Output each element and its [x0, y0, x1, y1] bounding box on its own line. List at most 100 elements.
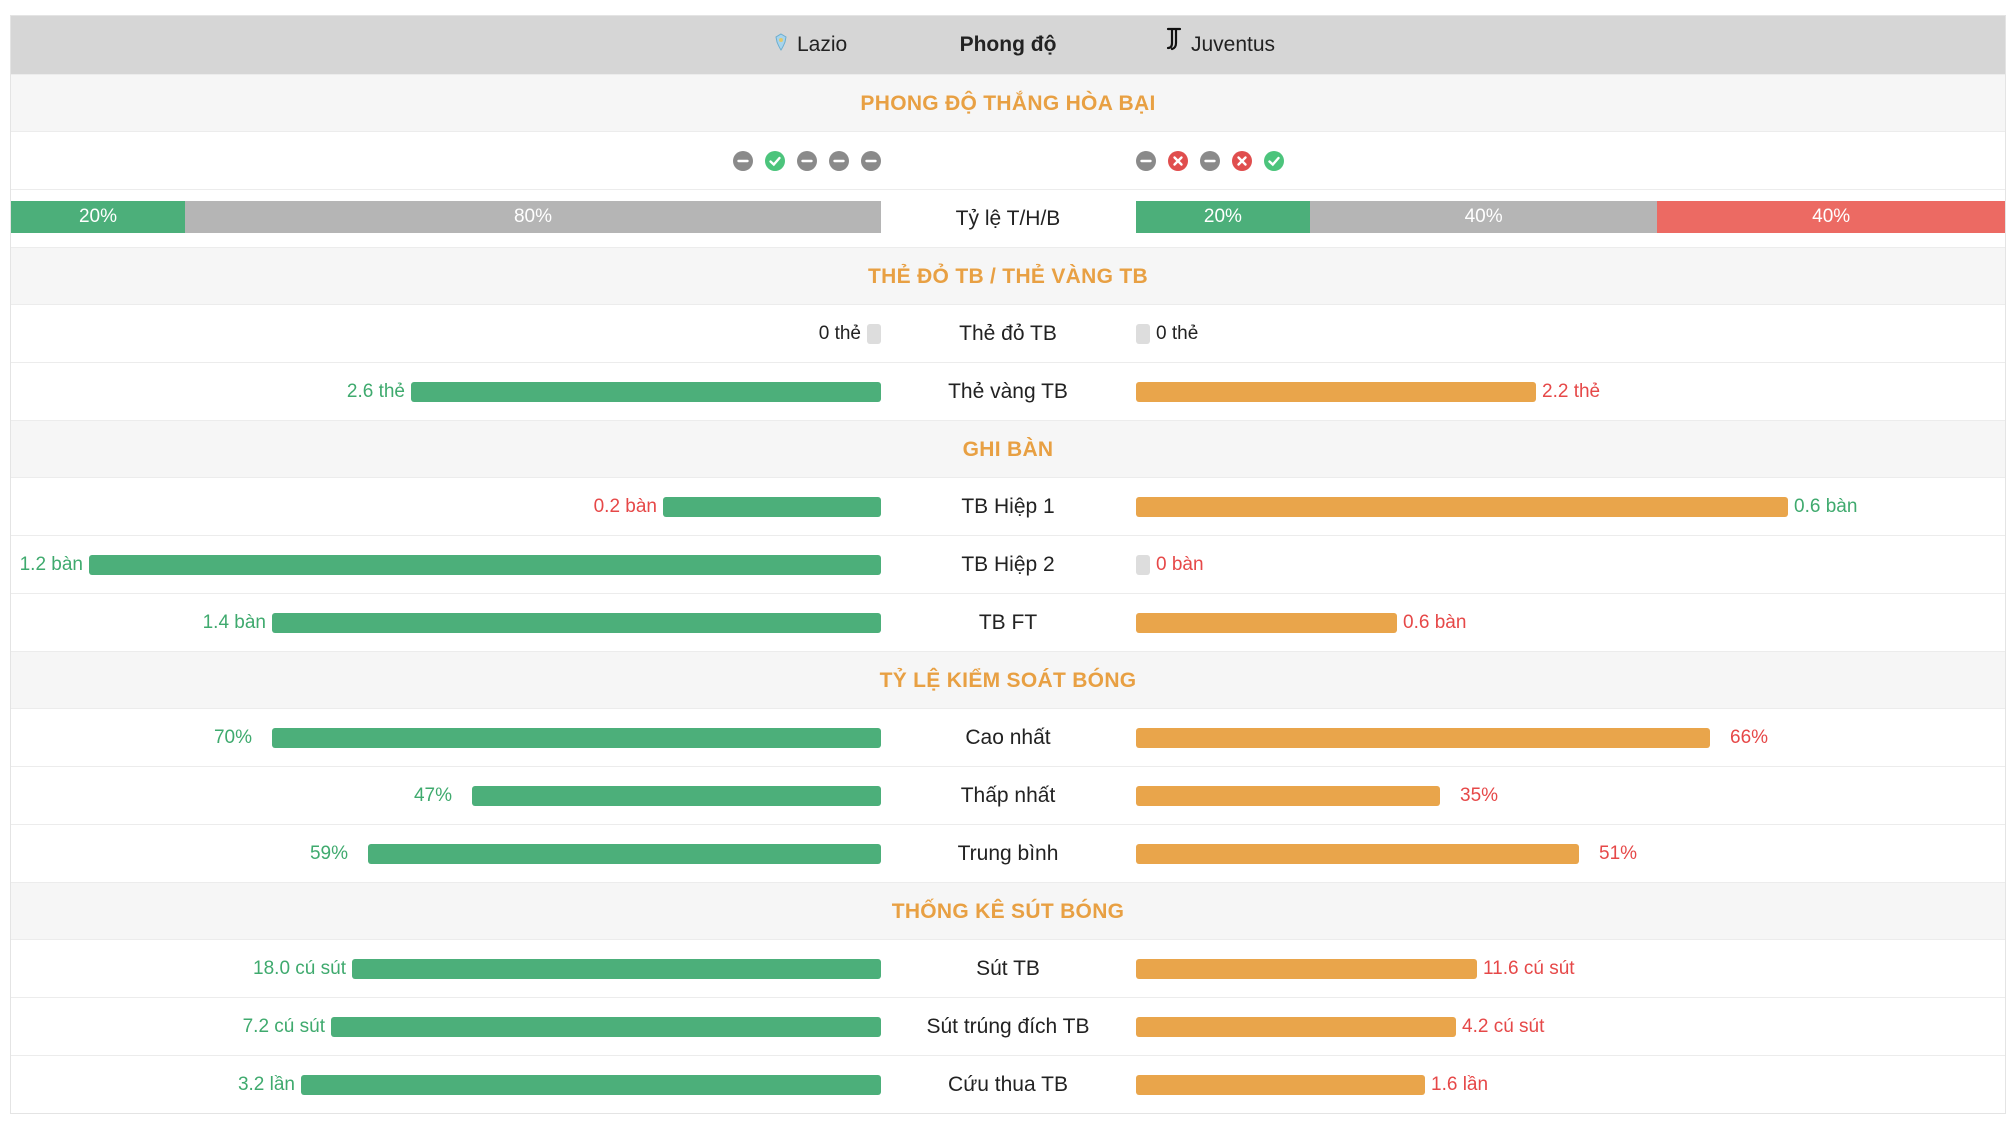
- draw-result-icon: [797, 151, 817, 171]
- home-wdl-bar: 20% 80%: [11, 201, 881, 233]
- row-label: Sút TB: [976, 957, 1040, 980]
- lazio-eagle-icon: [773, 16, 789, 74]
- row-label: Thấp nhất: [960, 784, 1056, 807]
- stat-row: TB Hiệp 2 1.2 bàn 0 bàn: [11, 535, 2005, 593]
- loss-result-icon: [1232, 151, 1252, 171]
- wdl-segment-win: 20%: [1136, 201, 1310, 233]
- away-stat-value: 35%: [1460, 785, 1499, 806]
- stat-row: TB Hiệp 1 0.2 bàn 0.6 bàn: [11, 477, 2005, 535]
- row-label: Trung bình: [957, 842, 1059, 865]
- home-stat-value: 1.4 bàn: [202, 612, 266, 633]
- loss-result-icon: [1168, 151, 1188, 171]
- section-title: TỶ LỆ KIỂM SOÁT BÓNG: [879, 669, 1137, 692]
- away-stat-value: 0 thẻ: [1156, 323, 1199, 344]
- away-stat-value: 4.2 cú sút: [1462, 1016, 1545, 1037]
- away-stat-bar: [1136, 728, 1710, 748]
- section-title: PHONG ĐỘ THẮNG HÒA BẠI: [860, 92, 1156, 115]
- draw-result-icon: [733, 151, 753, 171]
- header-bar: Lazio Phong độ Juventus: [11, 16, 2005, 74]
- form-comparison-panel: Lazio Phong độ Juventus PHONG ĐỘ THẮNG H…: [10, 15, 2006, 1114]
- home-stat-bar: [301, 1075, 881, 1095]
- home-stat-value: 18.0 cú sút: [253, 958, 346, 979]
- home-stat-bar: [272, 613, 881, 633]
- away-stat-value: 0.6 bàn: [1403, 612, 1467, 633]
- away-stat-value: 2.2 thẻ: [1542, 381, 1601, 402]
- home-stat-value: 2.6 thẻ: [346, 381, 405, 402]
- home-stat-value: 3.2 lần: [237, 1074, 295, 1095]
- section-shots: THỐNG KÊ SÚT BÓNG: [11, 882, 2005, 939]
- row-label: Cao nhất: [965, 726, 1051, 749]
- away-stat-bar: [1136, 555, 1150, 575]
- home-stat-bar: [411, 382, 881, 402]
- away-stat-value: 0.6 bàn: [1794, 496, 1858, 517]
- home-team-name: Lazio: [797, 33, 848, 56]
- row-label: Sút trúng đích TB: [926, 1015, 1090, 1038]
- home-stat-bar: [867, 324, 881, 344]
- win-result-icon: [765, 151, 785, 171]
- away-stat-bar: [1136, 844, 1579, 864]
- wdl-segment-win: 20%: [11, 201, 185, 233]
- away-stat-bar: [1136, 1075, 1425, 1095]
- away-team[interactable]: Juventus: [1165, 16, 1275, 74]
- home-stat-bar: [352, 959, 881, 979]
- home-stat-value: 0 thẻ: [818, 323, 861, 344]
- section-possession: TỶ LỆ KIỂM SOÁT BÓNG: [11, 651, 2005, 708]
- away-stat-bar: [1136, 959, 1477, 979]
- home-stat-value: 70%: [213, 727, 252, 748]
- draw-result-icon: [1200, 151, 1220, 171]
- wdl-segment-draw: 40%: [1309, 201, 1658, 233]
- away-stat-bar: [1136, 613, 1397, 633]
- home-stat-bar: [89, 555, 881, 575]
- section-form: PHONG ĐỘ THẮNG HÒA BẠI: [11, 74, 2005, 131]
- home-stat-value: 47%: [413, 785, 452, 806]
- home-stat-value: 1.2 bàn: [19, 554, 83, 575]
- home-stat-bar: [472, 786, 881, 806]
- away-stat-bar: [1136, 1017, 1456, 1037]
- row-label: Cứu thua TB: [948, 1073, 1068, 1096]
- away-stat-bar: [1136, 382, 1536, 402]
- stat-row: Sút TB 18.0 cú sút 11.6 cú sút: [11, 939, 2005, 997]
- stat-row: TB FT 1.4 bàn 0.6 bàn: [11, 593, 2005, 651]
- away-stat-value: 51%: [1599, 843, 1638, 864]
- away-stat-bar: [1136, 324, 1150, 344]
- away-stat-value: 1.6 lần: [1431, 1074, 1489, 1095]
- section-goals: GHI BÀN: [11, 420, 2005, 477]
- draw-result-icon: [829, 151, 849, 171]
- away-stat-bar: [1136, 786, 1440, 806]
- home-stat-value: 0.2 bàn: [593, 496, 657, 517]
- row-label: Thẻ đỏ TB: [959, 322, 1057, 345]
- win-result-icon: [1264, 151, 1284, 171]
- stat-row: Cứu thua TB 3.2 lần 1.6 lần: [11, 1055, 2005, 1113]
- section-title: THỐNG KÊ SÚT BÓNG: [891, 900, 1125, 923]
- stat-row: Thấp nhất 47% 35%: [11, 766, 2005, 824]
- stat-row: Trung bình 59% 51%: [11, 824, 2005, 882]
- wdl-segment-draw: 80%: [185, 201, 881, 233]
- away-stat-value: 11.6 cú sút: [1483, 958, 1575, 979]
- section-cards: THẺ ĐỎ TB / THẺ VÀNG TB: [11, 247, 2005, 304]
- away-stat-bar: [1136, 497, 1788, 517]
- row-label: TB Hiệp 1: [961, 495, 1055, 518]
- home-team[interactable]: Lazio: [773, 16, 847, 74]
- section-title: GHI BÀN: [962, 438, 1054, 461]
- draw-result-icon: [1136, 151, 1156, 171]
- home-stat-bar: [663, 497, 881, 517]
- header-title: Phong độ: [959, 33, 1057, 56]
- away-stat-value: 66%: [1730, 727, 1769, 748]
- form-row: [11, 131, 2005, 189]
- wdl-segment-loss: 40%: [1657, 201, 2005, 233]
- home-stat-value: 59%: [309, 843, 348, 864]
- draw-result-icon: [861, 151, 881, 171]
- stat-row: Sút trúng đích TB 7.2 cú sút 4.2 cú sút: [11, 997, 2005, 1055]
- away-team-name: Juventus: [1191, 33, 1276, 56]
- away-stat-value: 0 bàn: [1156, 554, 1204, 575]
- away-wdl-bar: 20% 40% 40%: [1136, 201, 2005, 233]
- juventus-logo-icon: [1165, 16, 1183, 74]
- stat-row: Cao nhất 70% 66%: [11, 708, 2005, 766]
- row-label: Thẻ vàng TB: [948, 380, 1068, 403]
- home-stat-bar: [272, 728, 881, 748]
- row-label: Tỷ lệ T/H/B: [955, 207, 1061, 230]
- stat-row: Thẻ vàng TB 2.6 thẻ 2.2 thẻ: [11, 362, 2005, 420]
- home-stat-bar: [331, 1017, 881, 1037]
- section-title: THẺ ĐỎ TB / THẺ VÀNG TB: [868, 265, 1148, 288]
- wdl-ratio-row: 20% 80% Tỷ lệ T/H/B 20% 40% 40%: [11, 189, 2005, 247]
